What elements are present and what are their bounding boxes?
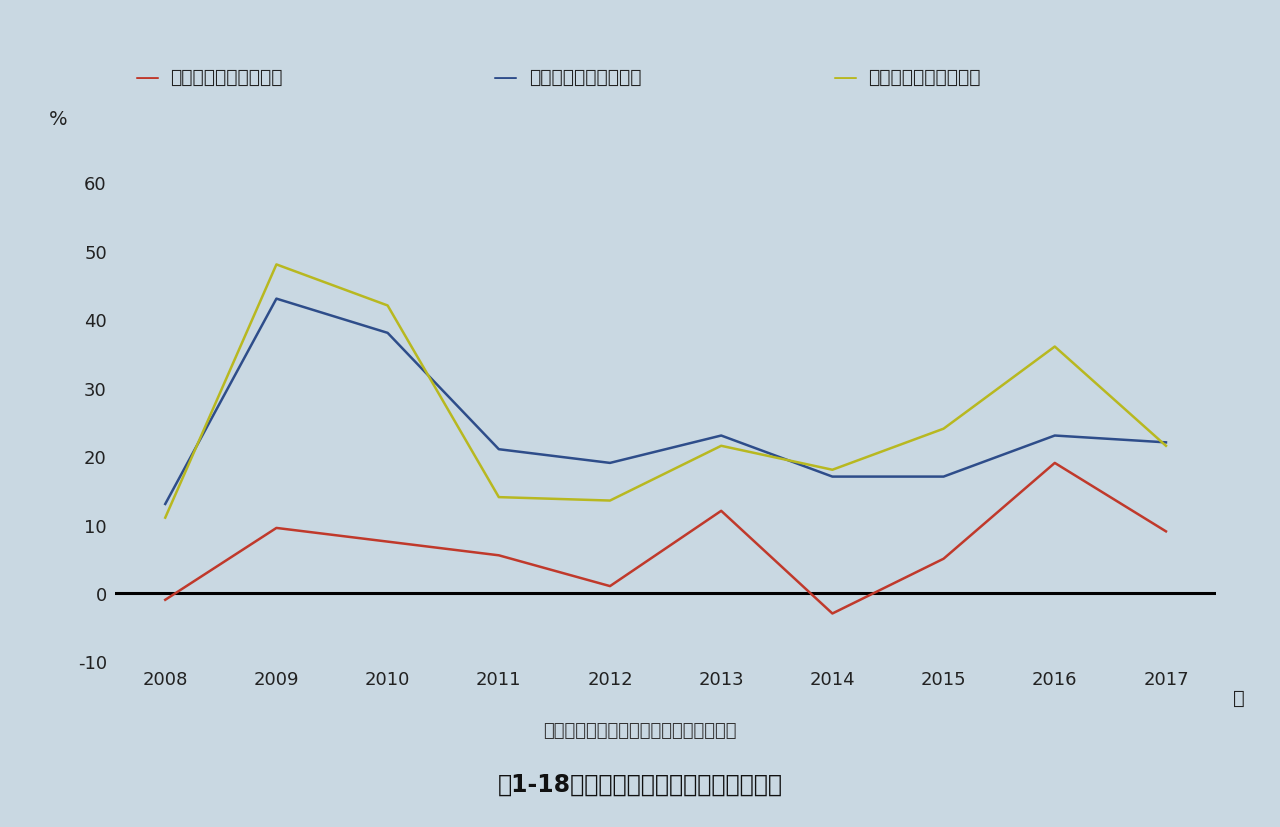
- Text: %: %: [49, 109, 68, 128]
- Text: 住户部门债务同比增速: 住户部门债务同比增速: [529, 69, 641, 87]
- Text: 年: 年: [1233, 688, 1244, 707]
- Text: 图1-18　住户部门债务水平与房价的关系: 图1-18 住户部门债务水平与房价的关系: [498, 772, 782, 796]
- Text: 住房价格指数同比增速: 住房价格指数同比增速: [170, 69, 283, 87]
- Text: —: —: [493, 66, 518, 89]
- Text: —: —: [832, 66, 858, 89]
- Text: 个人住房贷款同比增速: 个人住房贷款同比增速: [868, 69, 980, 87]
- Text: 数据来源：中国人民銀行、国家统计局。: 数据来源：中国人民銀行、国家统计局。: [543, 721, 737, 739]
- Text: —: —: [134, 66, 160, 89]
